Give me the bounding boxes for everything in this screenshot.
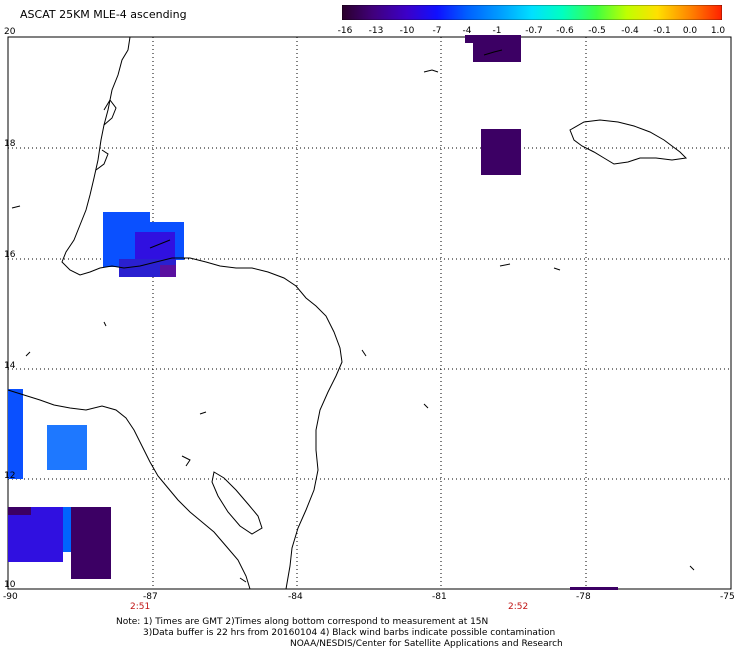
lat-label: 12: [4, 471, 16, 481]
note-line-2: 3)Data buffer is 22 hrs from 20160104 4)…: [143, 628, 556, 638]
colorbar: [342, 5, 722, 20]
lon-label: -84: [288, 592, 303, 602]
map-title: ASCAT 25KM MLE-4 ascending: [20, 8, 187, 21]
data-cell: [8, 507, 31, 515]
lon-label: -87: [143, 592, 158, 602]
data-cell: [8, 507, 63, 562]
data-cells: [8, 35, 618, 590]
data-cell: [465, 35, 479, 43]
map-frame: [7, 36, 732, 590]
colorbar-label: -0.6: [556, 26, 574, 36]
note-line-1: Note: 1) Times are GMT 2)Times along bot…: [116, 617, 489, 627]
lon-label: -75: [720, 592, 735, 602]
data-cell: [570, 587, 618, 590]
map-canvas: [7, 35, 732, 590]
colorbar-label: -0.5: [588, 26, 606, 36]
colorbar-label: -16: [337, 26, 353, 36]
data-cell: [71, 507, 111, 579]
colorbar-label: 0.0: [682, 26, 698, 36]
colorbar-label: -0.4: [621, 26, 639, 36]
lon-label: -78: [576, 592, 591, 602]
colorbar-label: -1: [492, 26, 502, 36]
colorbar-label: -0.7: [525, 26, 543, 36]
map-panel: [7, 35, 732, 590]
colorbar-label: -0.1: [653, 26, 671, 36]
data-cell: [160, 265, 176, 277]
data-cell: [8, 389, 23, 479]
colorbar-label: -10: [399, 26, 415, 36]
time-label-right: 2:52: [508, 602, 529, 612]
colorbar-label: -13: [368, 26, 384, 36]
data-cell: [473, 35, 521, 62]
lat-label: 10: [4, 580, 16, 590]
data-cell: [63, 507, 71, 552]
lat-label: 20: [4, 27, 16, 37]
time-label-left: 2:51: [130, 602, 151, 612]
lat-label: 14: [4, 361, 16, 371]
lon-label: -81: [432, 592, 447, 602]
colorbar-label: 1.0: [710, 26, 726, 36]
data-cell: [481, 129, 521, 175]
coastlines: [7, 36, 695, 590]
colorbar-label: -7: [432, 26, 442, 36]
colorbar-label: -4: [462, 26, 472, 36]
lat-label: 18: [4, 139, 16, 149]
graticule: [8, 36, 731, 589]
data-cell: [47, 425, 87, 470]
note-line-3: NOAA/NESDIS/Center for Satellite Applica…: [290, 639, 563, 649]
lon-label: -90: [3, 592, 18, 602]
lat-label: 16: [4, 250, 16, 260]
